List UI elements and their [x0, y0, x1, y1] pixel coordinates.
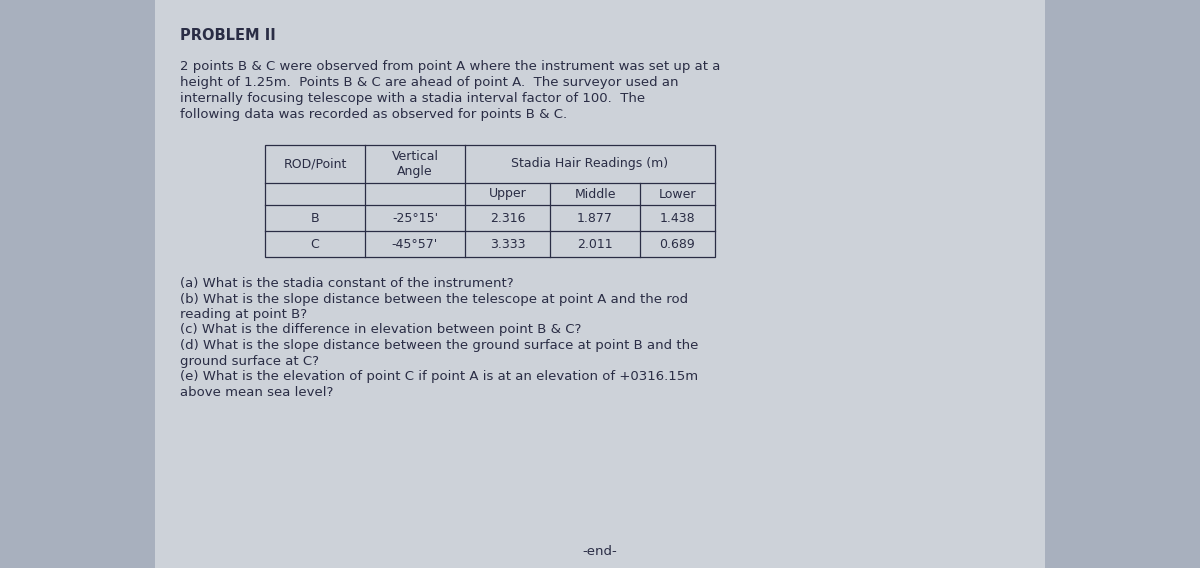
Text: -45°57': -45°57': [392, 237, 438, 250]
Text: ROD/Point: ROD/Point: [283, 157, 347, 170]
Bar: [155, 0, 1045, 568]
Text: internally focusing telescope with a stadia interval factor of 100.  The: internally focusing telescope with a sta…: [180, 92, 646, 105]
Text: Middle: Middle: [575, 187, 616, 201]
Text: C: C: [311, 237, 319, 250]
Text: following data was recorded as observed for points B & C.: following data was recorded as observed …: [180, 108, 568, 121]
Text: PROBLEM II: PROBLEM II: [180, 28, 276, 43]
Text: 1.877: 1.877: [577, 211, 613, 224]
Text: ground surface at C?: ground surface at C?: [180, 354, 319, 367]
Text: Stadia Hair Readings (m): Stadia Hair Readings (m): [511, 157, 668, 170]
Bar: [265, 145, 715, 257]
Text: Upper: Upper: [488, 187, 527, 201]
Text: Vertical
Angle: Vertical Angle: [391, 149, 438, 178]
Text: reading at point B?: reading at point B?: [180, 308, 307, 321]
Text: (d) What is the slope distance between the ground surface at point B and the: (d) What is the slope distance between t…: [180, 339, 698, 352]
Text: -end-: -end-: [583, 545, 617, 558]
Text: 3.333: 3.333: [490, 237, 526, 250]
Text: B: B: [311, 211, 319, 224]
Text: (a) What is the stadia constant of the instrument?: (a) What is the stadia constant of the i…: [180, 277, 514, 290]
Text: Lower: Lower: [659, 187, 696, 201]
Text: 2 points B & C were observed from point A where the instrument was set up at a: 2 points B & C were observed from point …: [180, 60, 720, 73]
Text: (c) What is the difference in elevation between point B & C?: (c) What is the difference in elevation …: [180, 324, 581, 336]
Text: 2.011: 2.011: [577, 237, 613, 250]
Text: 1.438: 1.438: [660, 211, 695, 224]
Text: -25°15': -25°15': [392, 211, 438, 224]
Text: height of 1.25m.  Points B & C are ahead of point A.  The surveyor used an: height of 1.25m. Points B & C are ahead …: [180, 76, 678, 89]
Text: (b) What is the slope distance between the telescope at point A and the rod: (b) What is the slope distance between t…: [180, 293, 688, 306]
Text: (e) What is the elevation of point C if point A is at an elevation of +0316.15m: (e) What is the elevation of point C if …: [180, 370, 698, 383]
Text: 2.316: 2.316: [490, 211, 526, 224]
Text: above mean sea level?: above mean sea level?: [180, 386, 334, 399]
Text: 0.689: 0.689: [660, 237, 695, 250]
